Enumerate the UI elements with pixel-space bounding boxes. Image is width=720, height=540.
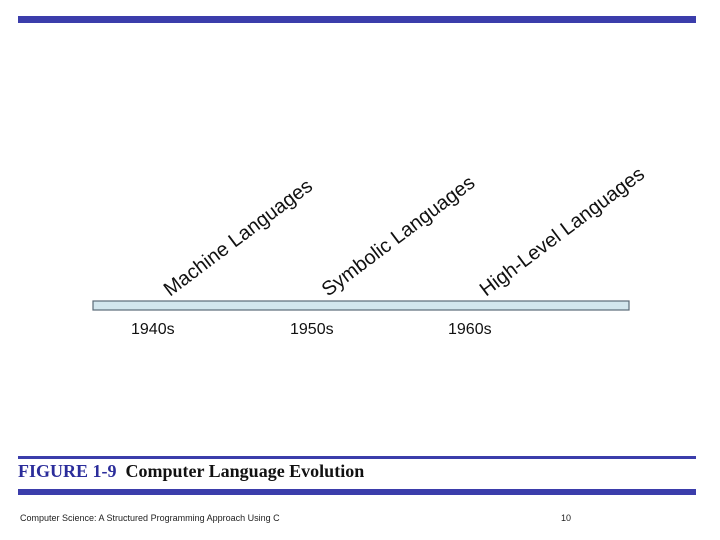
timeline-bar — [92, 300, 630, 311]
decade-label-1960s: 1960s — [448, 321, 492, 338]
footer-book-title: Computer Science: A Structured Programmi… — [20, 513, 280, 523]
decade-label-1940s: 1940s — [131, 321, 175, 338]
decade-label-1950s: 1950s — [290, 321, 334, 338]
footer-divider — [18, 489, 696, 495]
language-label-symbolic: Symbolic Languages — [318, 172, 480, 301]
figure-title: Computer Language Evolution — [125, 461, 365, 481]
language-label-machine: Machine Languages — [160, 175, 317, 301]
language-label-high-level: High-Level Languages — [476, 163, 649, 301]
page-number: 10 — [561, 513, 572, 523]
caption-divider — [18, 456, 696, 459]
top-accent-bar — [18, 16, 696, 23]
figure-number: FIGURE 1-9 — [18, 461, 117, 481]
figure-caption: FIGURE 1-9 Computer Language Evolution — [18, 461, 364, 482]
